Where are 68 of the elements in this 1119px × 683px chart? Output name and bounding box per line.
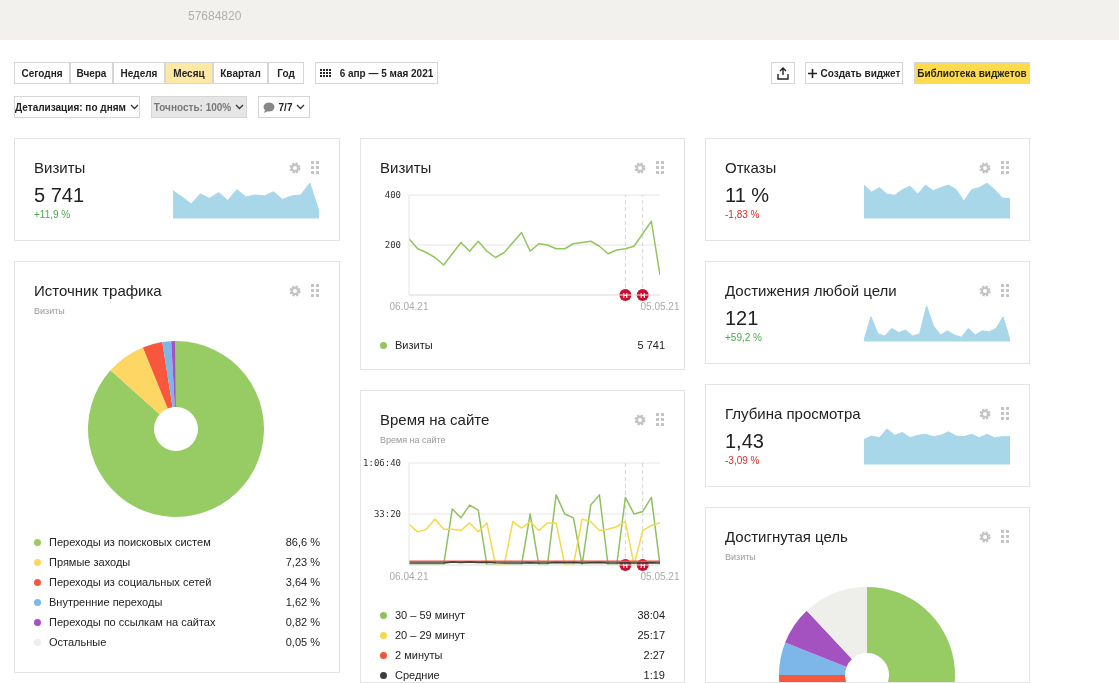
text: +59,2 % [725,332,762,343]
text: 5 741 [34,184,85,207]
text: Библиотека виджетов [917,67,1027,79]
chart-title: Источник трафика [34,282,162,299]
data-label: 1,62 % [285,596,320,608]
y-tick-label: 1:06:40 [363,458,401,469]
legend-label: 2 минуты [395,649,444,661]
chart-title: Время на сайте [380,411,490,428]
legend-label: 20 – 29 минут [395,629,467,641]
x-tick-label: 06.04.21 [389,571,429,583]
chart-title: Достижения любой цели [725,282,897,299]
text: 7/7 [278,101,293,113]
donut-slice [110,347,168,415]
text: 25:17 [637,629,665,641]
text: Точность: 100% [153,101,232,113]
chart-title: Визиты [380,159,432,176]
donut-slice [142,342,173,409]
legend-label: Переходы из поисковых систем [49,536,212,548]
chart-subtitle: Время на сайте [380,435,446,445]
legend-label: Визиты [395,339,434,351]
x-tick-label: 05.05.21 [640,301,680,313]
chart-title: Отказы [725,159,777,176]
text: Неделя [120,67,158,79]
chart-subtitle: Визиты [725,552,756,562]
data-label: 3,64 % [285,576,320,588]
text: -3,09 % [725,455,760,466]
text: 6 апр — 5 мая 2021 [339,67,434,79]
y-tick-label: 200 [384,240,401,251]
text: -1,83 % [725,209,760,220]
text: 57684820 [188,9,242,23]
text: Вчера [76,67,107,79]
data-label: 0,82 % [285,616,320,628]
text: Сегодня [21,67,63,79]
chart-subtitle: Визиты [34,306,65,316]
legend-label: Переходы из социальных сетей [49,576,213,588]
text: 38:04 [637,609,665,621]
x-tick-label: 06.04.21 [389,301,429,313]
text: 5 741 [637,339,665,351]
text: Год [277,67,295,79]
y-tick-label: 400 [384,190,401,201]
legend-label: Прямые заходы [49,556,132,568]
text: +11,9 % [34,209,71,220]
chart-title: Достигнутая цель [725,528,848,545]
text: Создать виджет [820,67,901,79]
legend-label: Переходы по ссылкам на сайтах [49,616,217,628]
donut-slice [171,341,176,408]
donut-slice [88,341,264,517]
donut-slice [162,341,175,408]
line-series [409,220,660,276]
legend-label: Остальные [49,636,108,648]
chart-title: Визиты [34,159,86,176]
text: 11 % [725,184,770,207]
data-label: 86,6 % [285,536,320,548]
legend-label: 30 – 59 минут [395,609,467,621]
text: 1:19 [643,669,665,681]
text: Месяц [173,67,205,79]
text: 121 [725,307,759,330]
data-label: 7,23 % [285,556,320,568]
text: 1,43 [725,430,764,453]
legend-label: Внутренние переходы [49,596,164,608]
text: Квартал [220,67,261,79]
y-tick-label: 33:20 [373,509,401,520]
text: Детализация: по дням [15,101,126,113]
text: 2:27 [643,649,665,661]
data-label: 0,05 % [285,636,320,648]
x-tick-label: 05.05.21 [640,571,680,583]
chart-title: Глубина просмотра [725,405,861,422]
legend-label: Средние [395,669,441,681]
